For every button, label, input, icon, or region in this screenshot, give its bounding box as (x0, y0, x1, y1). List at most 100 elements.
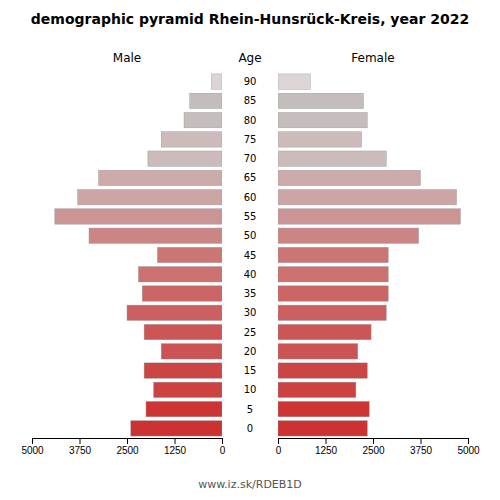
bar (278, 151, 386, 166)
tick: 3750 (410, 438, 433, 456)
category-label: 15 (244, 365, 257, 376)
tick-mark (80, 438, 81, 444)
category-label: 85 (244, 95, 257, 106)
bar (278, 421, 367, 436)
tick: 5000 (21, 438, 44, 456)
tick-mark (175, 438, 176, 444)
subtitle: www.iz.sk/RDEB1D (198, 478, 302, 491)
age-labels: 0 5 10 15 20 25 30 35 40 45 50 55 60 65 70 75 80 85 90 (244, 76, 257, 434)
category-label: 75 (244, 134, 257, 145)
bar (127, 305, 222, 320)
bar (278, 363, 367, 378)
bar (278, 267, 388, 282)
bar (278, 112, 367, 127)
tick-mark (222, 438, 223, 444)
chart: 0 1250 2500 3750 5000 Male 0 1250 2500 3750 5000 Fe… (0, 0, 500, 500)
tick-mark (32, 438, 33, 444)
category-label: 90 (244, 76, 257, 87)
bar (278, 305, 386, 320)
side-header: Female (351, 51, 394, 65)
category-label: 55 (244, 211, 257, 222)
bar (184, 112, 222, 127)
tick: 1250 (164, 438, 187, 456)
bars (278, 74, 460, 436)
tick-label: 2500 (362, 445, 385, 456)
tick-mark (468, 438, 469, 444)
axis-title: Age (238, 51, 261, 65)
category-label: 35 (244, 288, 257, 299)
category-label: 40 (244, 269, 257, 280)
side-header: Male (113, 51, 141, 65)
category-label: 60 (244, 192, 257, 203)
bar (144, 324, 222, 339)
bar (211, 74, 222, 89)
tick-mark (278, 438, 279, 444)
bar (161, 344, 222, 359)
tick: 5000 (457, 438, 480, 456)
tick-label: 0 (276, 445, 282, 456)
tick: 0 (276, 438, 282, 456)
tick: 2500 (116, 438, 139, 456)
tick-label: 5000 (21, 445, 44, 456)
x-axis: 0 1250 2500 3750 5000 (276, 438, 480, 456)
category-label: 25 (244, 327, 257, 338)
tick-mark (127, 438, 128, 444)
bars (55, 74, 222, 436)
tick-label: 1250 (164, 445, 187, 456)
bar (278, 401, 369, 416)
category-label: 45 (244, 250, 257, 261)
category-label: 65 (244, 172, 257, 183)
bar (138, 267, 222, 282)
bar (278, 228, 419, 243)
bar (278, 286, 388, 301)
bar (154, 382, 222, 397)
bar (99, 170, 223, 185)
bar (144, 363, 222, 378)
bar (278, 93, 364, 108)
tick-mark (326, 438, 327, 444)
bar (278, 247, 388, 262)
tick-mark (373, 438, 374, 444)
category-label: 20 (244, 346, 257, 357)
bar (278, 170, 421, 185)
bar (157, 247, 222, 262)
bar (278, 382, 356, 397)
category-label: 80 (244, 115, 257, 126)
tick-mark (421, 438, 422, 444)
bar (190, 93, 222, 108)
category-label: 10 (244, 384, 257, 395)
bar (161, 132, 222, 147)
bar (278, 74, 310, 89)
category-label: 50 (244, 230, 257, 241)
title: demographic pyramid Rhein-Hunsrück-Kreis… (31, 11, 469, 27)
bar (278, 344, 358, 359)
tick: 3750 (69, 438, 92, 456)
bar (148, 151, 222, 166)
bar (146, 401, 222, 416)
category-label: 5 (247, 404, 253, 415)
tick: 0 (220, 438, 226, 456)
tick: 1250 (315, 438, 338, 456)
tick-label: 3750 (410, 445, 433, 456)
x-axis: 0 1250 2500 3750 5000 (21, 438, 225, 456)
bar (131, 421, 222, 436)
axis-line (33, 439, 223, 445)
bar (78, 190, 222, 205)
bar (278, 209, 460, 224)
category-label: 0 (247, 423, 253, 434)
bar (55, 209, 222, 224)
bar (89, 228, 222, 243)
tick-label: 0 (220, 445, 226, 456)
bar (278, 324, 371, 339)
bar (278, 132, 362, 147)
tick-label: 5000 (457, 445, 480, 456)
bar (278, 190, 457, 205)
tick-label: 1250 (315, 445, 338, 456)
tick: 2500 (362, 438, 385, 456)
category-label: 70 (244, 153, 257, 164)
axis-line (279, 439, 469, 445)
tick-label: 3750 (69, 445, 92, 456)
bar (142, 286, 222, 301)
category-label: 30 (244, 307, 257, 318)
tick-label: 2500 (116, 445, 139, 456)
